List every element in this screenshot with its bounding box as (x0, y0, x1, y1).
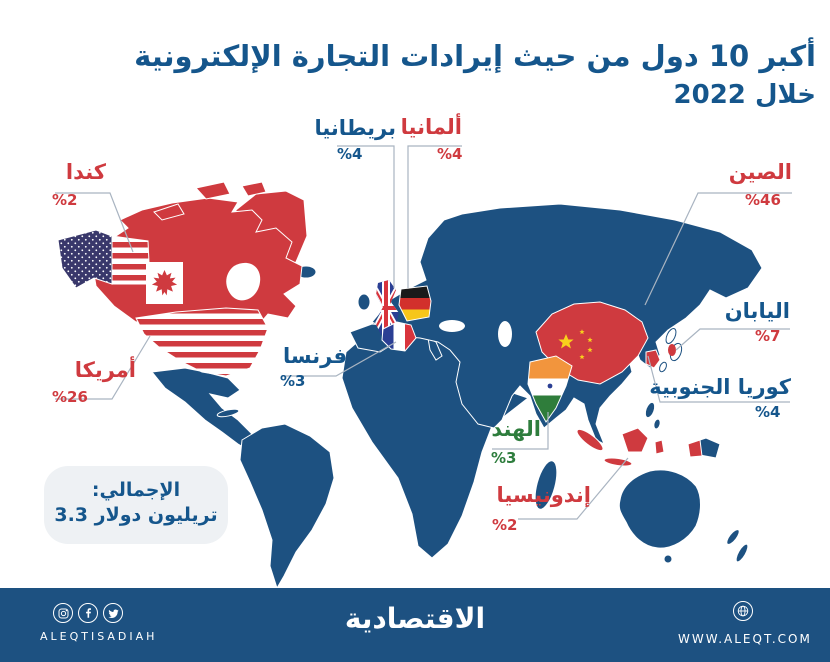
map-caspian-sea (498, 321, 512, 347)
map-madagascar (534, 460, 558, 510)
aleqtisadiah-logo: الاقتصادية (344, 602, 486, 635)
map-arctic-island-3 (241, 181, 267, 197)
value-indonesia: %2 (492, 516, 518, 534)
label-america: أمريكا (74, 358, 136, 382)
value-canada: %2 (52, 191, 78, 209)
japan-red-area (668, 344, 676, 356)
value-britain: %4 (337, 145, 363, 163)
map-germany (398, 285, 432, 322)
label-china: الصين (728, 160, 792, 184)
map-mexico-central-america (151, 367, 263, 453)
label-indonesia: إندونيسيا (496, 483, 591, 507)
leader-france (282, 341, 397, 377)
map-usa-flag-stripes-west (111, 235, 151, 285)
map-south-america (239, 423, 335, 590)
map-france (381, 321, 417, 352)
leader-canada (55, 192, 134, 253)
map-australia (618, 469, 701, 549)
leader-britain (337, 145, 395, 288)
brand-latin: ALEQTISADIAH (40, 630, 158, 643)
label-germany: ألمانيا (400, 115, 462, 139)
map-arctic-island-2 (195, 181, 231, 200)
total-box: الإجمالي: 3.3 تريليون دولار (44, 466, 228, 544)
india-chakra (547, 383, 553, 389)
page-title: أكبر 10 دول من حيث إيرادات التجارة الإلك… (134, 38, 816, 110)
china-flag-stars (558, 329, 593, 360)
website-url[interactable]: WWW.ALEQT.COM (678, 632, 812, 646)
footer-bar: ALEQTISADIAH الاقتصادية WWW.ALEQT.COM (0, 588, 830, 662)
title-line2: خلال 2022 (673, 80, 816, 111)
total-value: 3.3 تريليون دولار (54, 504, 218, 526)
map-usa-contiguous (135, 307, 269, 377)
map-black-sea (439, 320, 465, 332)
map-new-zealand-north (726, 529, 740, 545)
label-france: فرنسا (283, 344, 347, 368)
leader-germany (407, 145, 462, 288)
value-japan: %7 (755, 327, 781, 345)
leader-lines (55, 145, 792, 520)
map-philippines-south (653, 418, 661, 430)
title-line1: أكبر 10 دول من حيث إيرادات التجارة الإلك… (134, 39, 816, 73)
facebook-icon[interactable] (78, 603, 98, 623)
instagram-icon[interactable] (53, 603, 73, 623)
map-ireland (357, 293, 371, 311)
globe-icon (733, 601, 753, 621)
value-france: %3 (280, 372, 306, 390)
leader-japan (675, 328, 790, 351)
label-britain: بريطانيا (314, 116, 396, 140)
leader-china (644, 192, 792, 306)
leader-america (55, 335, 151, 400)
value-germany: %4 (437, 145, 463, 163)
value-america: %26 (52, 388, 88, 406)
map-india (527, 355, 573, 423)
map-hudson-bay (226, 262, 261, 301)
map-arctic-island-1 (153, 203, 185, 221)
map-usa-alaska-flag-canton (57, 229, 113, 289)
label-india: الهند (491, 417, 541, 441)
map-new-zealand-south (735, 543, 749, 563)
map-sumatra (576, 428, 604, 452)
label-south-korea: كوريا الجنوبية (649, 375, 791, 399)
twitter-icon[interactable] (103, 603, 123, 623)
map-borneo (621, 427, 649, 453)
map-java (603, 457, 633, 467)
map-cuba (216, 408, 240, 418)
leader-indonesia (518, 457, 629, 520)
total-label: الإجمالي: (91, 479, 181, 501)
maple-leaf-icon (151, 270, 178, 296)
value-india: %3 (491, 449, 517, 467)
value-south-korea: %4 (755, 403, 781, 421)
label-canada: كندا (65, 160, 106, 184)
label-japan: اليابان (724, 299, 790, 323)
leader-korea (647, 355, 790, 403)
map-tasmania (663, 554, 673, 564)
leader-india (492, 412, 549, 450)
value-china: %46 (745, 191, 781, 209)
map-philippines (644, 401, 656, 419)
map-new-guinea-west (687, 439, 703, 458)
map-sulawesi (654, 439, 665, 455)
